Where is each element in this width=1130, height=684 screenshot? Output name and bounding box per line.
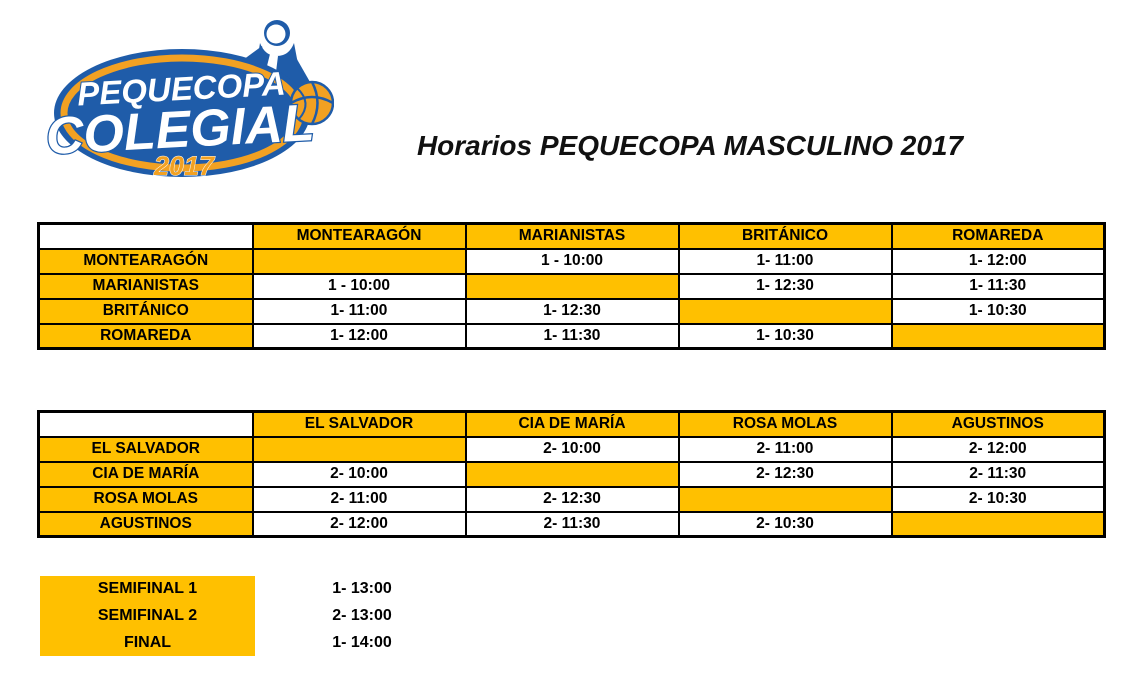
header-cell: ROSA MOLAS [677, 410, 893, 438]
page-title: Horarios PEQUECOPA MASCULINO 2017 [416, 130, 964, 161]
logo-ellipse [54, 49, 310, 177]
time-cell: 1- 11:30 [890, 272, 1106, 300]
time-cell: 2- 10:00 [464, 435, 680, 463]
row-label: CIA DE MARÍA [37, 460, 254, 488]
semifinal1-label: SEMIFINAL 1 [97, 580, 198, 598]
time-cell: 1 - 10:00 [251, 272, 467, 300]
logo-year: 2017 [153, 151, 216, 181]
time-cell: 1- 10:30 [890, 297, 1106, 325]
time-cell: 2- 12:00 [890, 435, 1106, 463]
table-row: MONTEARAGÓN 1 - 10:00 1- 11:00 1- 12:00 [37, 247, 1106, 275]
time-cell: 2- 12:00 [251, 510, 467, 538]
header-cell: ROMAREDA [890, 222, 1106, 250]
diagonal-cell [890, 322, 1106, 350]
time-cell: 1- 10:30 [677, 322, 893, 350]
table-row: EL SALVADOR 2- 10:00 2- 11:00 2- 12:00 [37, 435, 1106, 463]
row-label: BRITÁNICO [37, 297, 254, 325]
header-cell: MARIANISTAS [464, 222, 680, 250]
header-cell: EL SALVADOR [251, 410, 467, 438]
corner-cell [37, 410, 254, 438]
row-label: MONTEARAGÓN [37, 247, 254, 275]
time-cell: 1- 11:30 [464, 322, 680, 350]
row-label: ROSA MOLAS [37, 485, 254, 513]
time-cell: 2- 11:30 [464, 510, 680, 538]
table-header-row: EL SALVADOR CIA DE MARÍA ROSA MOLAS AGUS… [37, 410, 1106, 438]
final-time: 1- 14:00 [332, 633, 392, 651]
table-row: ROMAREDA 1- 12:00 1- 11:30 1- 10:30 [37, 322, 1106, 350]
time-cell: 2- 11:00 [677, 435, 893, 463]
diagonal-cell [890, 510, 1106, 538]
schedule-table-group2: EL SALVADOR CIA DE MARÍA ROSA MOLAS AGUS… [37, 410, 1106, 538]
header-cell: CIA DE MARÍA [464, 410, 680, 438]
semifinal2-time: 2- 13:00 [332, 607, 392, 624]
diagonal-cell [677, 297, 893, 325]
time-cell: 1- 12:30 [677, 272, 893, 300]
diagonal-cell [251, 247, 467, 275]
table-row: AGUSTINOS 2- 12:00 2- 11:30 2- 10:30 [37, 510, 1106, 538]
time-cell: 2- 10:00 [251, 460, 467, 488]
time-cell: 2- 10:30 [677, 510, 893, 538]
pequecopa-colegial-logo: PEQUECOPA COLEGIAL 2017 [43, 20, 334, 182]
diagonal-cell [677, 485, 893, 513]
time-cell: 2- 10:30 [890, 485, 1106, 513]
corner-cell [37, 222, 254, 250]
schedule-table-group1: MONTEARAGÓN MARIANISTAS BRITÁNICO ROMARE… [37, 222, 1106, 350]
time-cell: 1- 12:30 [464, 297, 680, 325]
row-label: EL SALVADOR [37, 435, 254, 463]
basketball-icon [289, 80, 334, 126]
table-row: MARIANISTAS 1 - 10:00 1- 12:30 1- 11:30 [37, 272, 1106, 300]
table-row: BRITÁNICO 1- 11:00 1- 12:30 1- 10:30 [37, 297, 1106, 325]
time-cell: 1- 12:00 [890, 247, 1106, 275]
time-cell: 2- 12:30 [464, 485, 680, 513]
row-label: AGUSTINOS [37, 510, 254, 538]
diagonal-cell [464, 460, 680, 488]
time-cell: 2- 11:30 [890, 460, 1106, 488]
table-header-row: MONTEARAGÓN MARIANISTAS BRITÁNICO ROMARE… [37, 222, 1106, 250]
final-label: FINAL [123, 633, 172, 651]
header-cell: BRITÁNICO [677, 222, 893, 250]
header-cell: MONTEARAGÓN [251, 222, 467, 250]
time-cell: 1 - 10:00 [464, 247, 680, 275]
finals-label-block: SEMIFINAL 1 SEMIFINAL 2 FINAL [40, 576, 255, 656]
semifinal1-time: 1- 13:00 [332, 580, 392, 598]
time-cell: 2- 12:30 [677, 460, 893, 488]
semifinal2-label: SEMIFINAL 2 [97, 607, 198, 624]
time-cell: 2- 11:00 [251, 485, 467, 513]
finals-time-block: 1- 13:00 2- 13:00 1- 14:00 [298, 576, 426, 656]
time-cell: 1- 12:00 [251, 322, 467, 350]
row-label: MARIANISTAS [37, 272, 254, 300]
time-cell: 1- 11:00 [251, 297, 467, 325]
table-row: CIA DE MARÍA 2- 10:00 2- 12:30 2- 11:30 [37, 460, 1106, 488]
row-label: ROMAREDA [37, 322, 254, 350]
diagonal-cell [464, 272, 680, 300]
header-cell: AGUSTINOS [890, 410, 1106, 438]
table-row: ROSA MOLAS 2- 11:00 2- 12:30 2- 10:30 [37, 485, 1106, 513]
diagonal-cell [251, 435, 467, 463]
time-cell: 1- 11:00 [677, 247, 893, 275]
